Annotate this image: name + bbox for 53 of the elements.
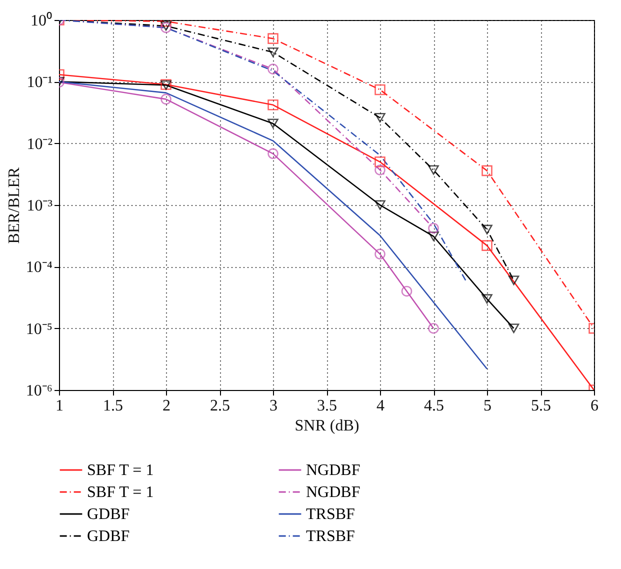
point bbox=[428, 222, 439, 234]
point bbox=[508, 276, 520, 286]
point bbox=[482, 224, 492, 234]
x-tick-label: 1.5 bbox=[103, 398, 123, 414]
x-tick-label: 3 bbox=[270, 398, 278, 414]
y-tick-label: 10⁻¹ bbox=[26, 74, 53, 92]
point bbox=[428, 165, 439, 175]
point bbox=[374, 248, 386, 260]
point bbox=[268, 33, 278, 44]
x-axis-title: SNR (dB) bbox=[294, 418, 360, 434]
legend-label: SBF T = 1 bbox=[87, 462, 154, 479]
x-tick-label: 1 bbox=[56, 398, 64, 414]
point bbox=[268, 47, 278, 57]
x-tick-label: 2.5 bbox=[210, 398, 230, 414]
point bbox=[508, 324, 520, 334]
point bbox=[428, 322, 439, 334]
point bbox=[160, 94, 172, 105]
x-tick-label: 2 bbox=[162, 398, 170, 414]
point bbox=[268, 148, 278, 160]
point bbox=[268, 100, 278, 110]
legend-label: TRSBF bbox=[306, 528, 356, 545]
point bbox=[482, 240, 492, 251]
x-tick-label: 4 bbox=[376, 398, 384, 414]
point bbox=[268, 64, 278, 74]
x-tick-label: 4.5 bbox=[424, 398, 444, 414]
point bbox=[482, 165, 492, 176]
x-tick-label: 5 bbox=[484, 398, 492, 414]
x-tick-label: 5.5 bbox=[531, 398, 551, 414]
legend-label: SBF T = 1 bbox=[87, 484, 154, 501]
y-tick-label: 10⁰ bbox=[30, 12, 52, 30]
legend-label: NGDBF bbox=[306, 462, 360, 479]
y-tick-label: 10⁻⁵ bbox=[26, 320, 52, 338]
x-tick-label: 3.5 bbox=[317, 398, 337, 414]
legend-label: TRSBF bbox=[306, 506, 356, 523]
point bbox=[482, 294, 492, 304]
legend-label: GDBF bbox=[87, 528, 130, 545]
point bbox=[374, 84, 386, 96]
point bbox=[268, 118, 278, 128]
y-tick-label: 10⁻⁶ bbox=[26, 382, 52, 400]
y-tick-label: 10⁻² bbox=[26, 136, 53, 153]
point bbox=[374, 200, 386, 210]
y-tick-label: 10⁻⁴ bbox=[26, 259, 53, 276]
y-axis-title: BER/BLER bbox=[6, 166, 23, 244]
point bbox=[374, 164, 386, 176]
point bbox=[374, 112, 386, 122]
legend-label: GDBF bbox=[87, 506, 130, 523]
x-tick-label: 6 bbox=[590, 398, 598, 414]
point bbox=[428, 232, 439, 242]
legend-label: NGDBF bbox=[306, 484, 360, 501]
point bbox=[374, 156, 386, 168]
point bbox=[160, 21, 172, 31]
y-tick-label: 10⁻³ bbox=[26, 198, 53, 214]
point bbox=[401, 286, 412, 297]
